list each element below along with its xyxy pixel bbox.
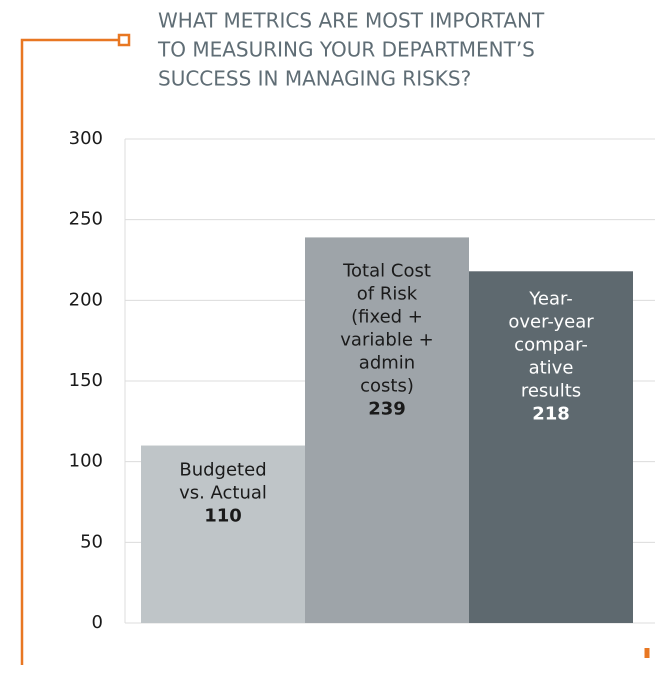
category-label: vs. Actual <box>179 483 267 504</box>
bar <box>469 271 633 623</box>
chart-title: WHAT METRICS ARE MOST IMPORTANT <box>158 9 545 33</box>
value-label: 239 <box>368 398 406 419</box>
category-label: variable + <box>340 329 433 350</box>
category-label: over-year <box>508 311 594 332</box>
chart-title: TO MEASURING YOUR DEPARTMENT’S <box>157 38 535 62</box>
category-label: Year- <box>528 288 572 309</box>
bar <box>305 237 469 623</box>
y-tick-label: 50 <box>80 531 103 552</box>
chart-title: SUCCESS IN MANAGING RISKS? <box>158 67 471 91</box>
y-tick-label: 100 <box>69 451 103 472</box>
bracket <box>20 38 118 665</box>
value-label: 218 <box>532 403 570 424</box>
category-label: Budgeted <box>179 460 266 481</box>
category-label: ative <box>529 357 574 378</box>
y-tick-label: 200 <box>69 289 103 310</box>
bar <box>141 445 305 623</box>
y-tick-label: 300 <box>69 128 103 149</box>
category-label: results <box>521 380 581 401</box>
category-label: Total Cost <box>342 260 431 281</box>
category-label: costs) <box>360 375 414 396</box>
decoration <box>20 33 650 665</box>
y-tick-label: 250 <box>69 209 103 230</box>
value-label: 110 <box>204 506 242 527</box>
bracket-end <box>117 33 131 47</box>
category-label: of Risk <box>357 283 418 304</box>
category-label: admin <box>359 352 415 373</box>
category-label: (fixed + <box>351 306 423 327</box>
y-tick-label: 0 <box>92 612 103 633</box>
category-label: compar- <box>514 334 588 355</box>
y-tick-label: 150 <box>69 370 103 391</box>
